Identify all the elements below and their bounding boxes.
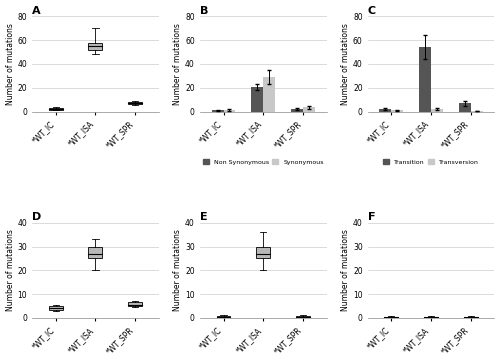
- Text: E: E: [200, 212, 207, 222]
- FancyBboxPatch shape: [88, 247, 102, 258]
- Y-axis label: Number of mutations: Number of mutations: [174, 23, 182, 105]
- Text: B: B: [200, 5, 208, 16]
- Y-axis label: Number of mutations: Number of mutations: [6, 230, 15, 311]
- FancyBboxPatch shape: [49, 306, 62, 310]
- Bar: [392, 110, 403, 111]
- Bar: [303, 108, 315, 111]
- FancyBboxPatch shape: [424, 316, 438, 317]
- Y-axis label: Number of mutations: Number of mutations: [174, 230, 182, 311]
- FancyBboxPatch shape: [49, 108, 62, 110]
- Text: C: C: [368, 5, 376, 16]
- Bar: [380, 109, 392, 111]
- Bar: [212, 110, 224, 111]
- Text: F: F: [368, 212, 375, 222]
- Legend: Transition, Transversion: Transition, Transversion: [380, 157, 482, 168]
- Bar: [291, 109, 303, 111]
- Bar: [458, 103, 470, 111]
- FancyBboxPatch shape: [88, 42, 102, 50]
- FancyBboxPatch shape: [384, 316, 398, 317]
- Bar: [263, 77, 275, 111]
- Y-axis label: Number of mutations: Number of mutations: [341, 23, 350, 105]
- Bar: [431, 109, 443, 111]
- FancyBboxPatch shape: [464, 316, 477, 317]
- Text: D: D: [32, 212, 41, 222]
- Y-axis label: Number of mutations: Number of mutations: [341, 230, 350, 311]
- Bar: [224, 110, 235, 111]
- Bar: [252, 87, 263, 111]
- FancyBboxPatch shape: [296, 316, 310, 317]
- FancyBboxPatch shape: [128, 303, 142, 306]
- Y-axis label: Number of mutations: Number of mutations: [6, 23, 15, 105]
- Text: A: A: [32, 5, 40, 16]
- FancyBboxPatch shape: [256, 247, 270, 258]
- FancyBboxPatch shape: [216, 316, 230, 317]
- Bar: [419, 47, 431, 111]
- FancyBboxPatch shape: [128, 102, 142, 104]
- Legend: Non Synonymous, Synonymous: Non Synonymous, Synonymous: [200, 157, 326, 168]
